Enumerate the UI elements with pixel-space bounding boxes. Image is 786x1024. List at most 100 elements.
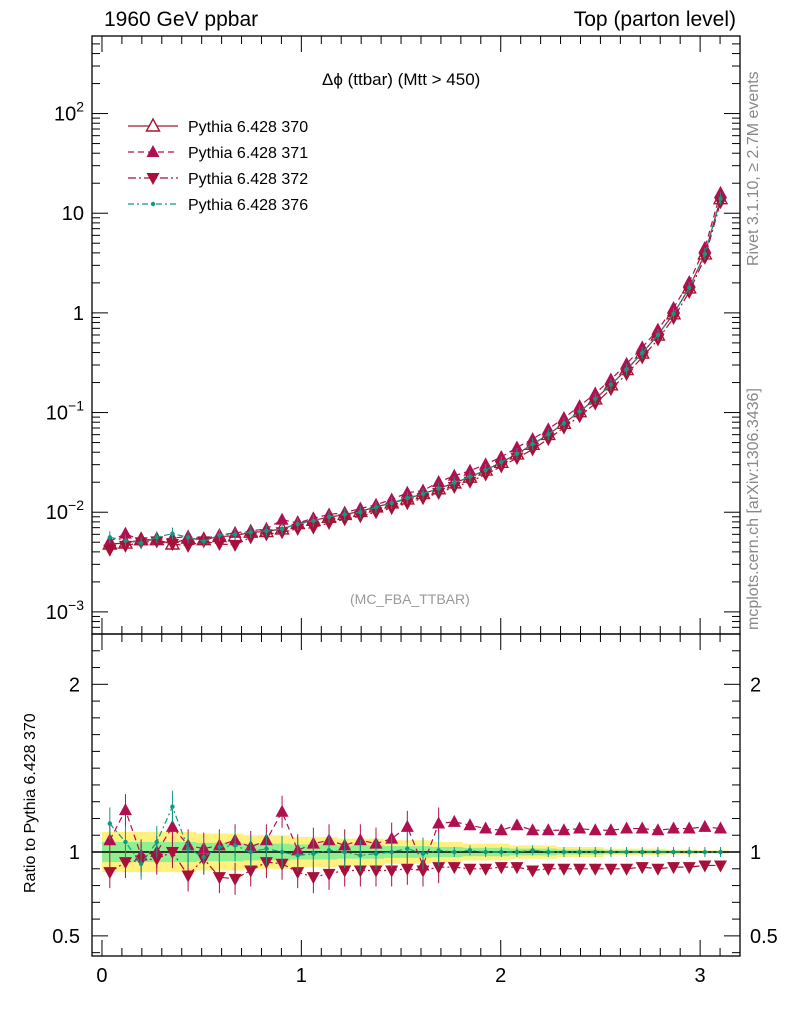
- data-point: [557, 410, 571, 423]
- ratio-point: [494, 823, 508, 836]
- data-point: [577, 409, 582, 414]
- data-point: [389, 500, 394, 506]
- ratio-point: [588, 823, 602, 836]
- ratio-line: [109, 805, 721, 865]
- ratio-point: [358, 853, 363, 858]
- data-point: [400, 485, 414, 498]
- data-point: [463, 476, 477, 489]
- ratio-point: [494, 862, 508, 875]
- ratio-point: [718, 849, 723, 855]
- ratio-point: [244, 865, 258, 878]
- ratio-point: [389, 849, 394, 855]
- ratio-point: [635, 862, 649, 875]
- data-point: [479, 457, 493, 470]
- ratio-point: [232, 843, 238, 848]
- data-point: [228, 539, 242, 552]
- ratio-point: [138, 861, 144, 866]
- ratio-point: [405, 846, 410, 851]
- ratio-point: [416, 865, 430, 878]
- ratio-point: [640, 849, 645, 855]
- ratio-point: [150, 853, 164, 866]
- y-tick-label: 102: [54, 99, 84, 126]
- ratio-point: [217, 844, 222, 850]
- data-point: [185, 535, 191, 540]
- ratio-point: [620, 863, 634, 876]
- data-point: [232, 532, 238, 537]
- series-line: [109, 192, 722, 542]
- x-tick-label: 0: [96, 965, 107, 987]
- ratio-point: [593, 849, 598, 855]
- ratio-point: [353, 833, 367, 846]
- data-point: [326, 514, 332, 519]
- ratio-point: [702, 849, 708, 855]
- legend-marker: [150, 201, 156, 207]
- data-point: [698, 240, 712, 253]
- ratio-point: [275, 804, 289, 817]
- series-line: [109, 198, 722, 545]
- data-point: [530, 441, 535, 447]
- data-point: [494, 450, 508, 463]
- data-point: [588, 386, 602, 399]
- data-point: [718, 196, 723, 201]
- data-point: [322, 517, 336, 530]
- ratio-point: [452, 849, 457, 855]
- ratio-frame: [91, 633, 741, 957]
- ratio-point: [651, 863, 665, 876]
- data-point: [275, 512, 289, 525]
- ratio-point: [322, 868, 336, 881]
- ratio-point: [541, 823, 555, 836]
- data-point: [248, 530, 253, 535]
- ratio-point: [326, 848, 332, 853]
- ratio-line: [109, 851, 721, 880]
- data-point: [295, 521, 300, 527]
- ratio-point: [248, 849, 253, 855]
- data-point: [686, 285, 692, 291]
- data-point: [467, 474, 473, 479]
- legend-label: Pythia 6.428 370: [188, 119, 308, 136]
- data-point: [165, 538, 179, 551]
- data-point: [526, 444, 540, 457]
- data-point: [640, 350, 645, 356]
- ratio-point: [698, 860, 712, 873]
- ratio-point: [291, 867, 305, 880]
- data-point: [103, 544, 117, 557]
- ratio-point: [463, 863, 477, 876]
- ratio-point: [499, 849, 504, 855]
- data-point: [264, 528, 269, 534]
- beam-title: 1960 GeV ppbar: [104, 8, 259, 31]
- y-tick-label: 10−3: [46, 597, 84, 624]
- ratio-point: [604, 863, 618, 876]
- data-point: [714, 185, 728, 198]
- data-point: [181, 540, 195, 553]
- data-point: [432, 475, 446, 488]
- ratio-y-tick-label: 1: [69, 842, 80, 864]
- ratio-point: [103, 867, 117, 880]
- ratio-point: [400, 863, 414, 876]
- ratio-point: [530, 848, 535, 853]
- x-tick-label: 1: [296, 965, 307, 987]
- ratio-point: [479, 863, 493, 876]
- data-point: [420, 491, 426, 497]
- ratio-point: [714, 860, 728, 873]
- ratio-y-tick-label-right: 2: [750, 674, 761, 696]
- observable-label: Δϕ (ttbar) (Mtt > 450): [322, 70, 481, 89]
- ratio-point: [212, 872, 226, 885]
- data-point: [118, 526, 132, 539]
- ratio-point: [635, 821, 649, 834]
- data-point: [608, 382, 614, 387]
- data-point: [212, 538, 226, 551]
- data-point: [593, 396, 598, 402]
- data-point: [561, 420, 567, 426]
- ratio-point: [447, 862, 461, 875]
- ratio-point: [279, 849, 285, 855]
- data-point: [510, 440, 524, 453]
- ratio-point: [123, 839, 128, 845]
- ratio-point: [686, 849, 692, 855]
- ratio-point: [577, 849, 582, 855]
- data-point: [118, 540, 132, 553]
- data-point: [436, 486, 441, 491]
- ratio-point: [432, 862, 446, 875]
- legend: Pythia 6.428 370 Pythia 6.428 371 Pythia 6…: [128, 117, 308, 214]
- data-point: [514, 451, 520, 457]
